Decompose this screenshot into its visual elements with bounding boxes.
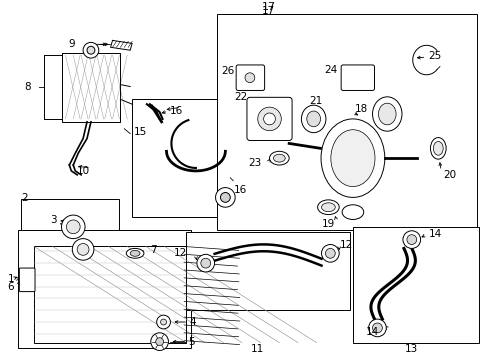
Circle shape [156,315,170,329]
Ellipse shape [273,154,285,162]
Circle shape [77,243,89,255]
Circle shape [201,258,210,268]
Text: 25: 25 [427,51,441,61]
Ellipse shape [306,111,320,127]
Circle shape [197,254,214,272]
Ellipse shape [372,97,401,131]
Text: 11: 11 [251,345,264,355]
Circle shape [215,188,235,207]
Text: 1: 1 [7,274,14,284]
FancyBboxPatch shape [19,268,35,292]
Bar [216,14,476,230]
Bar [34,247,186,343]
Ellipse shape [342,205,363,220]
Text: 26: 26 [221,66,234,76]
Circle shape [368,319,386,337]
Circle shape [321,244,339,262]
Text: 7: 7 [149,246,156,255]
Ellipse shape [321,119,384,197]
Ellipse shape [321,203,335,212]
Polygon shape [61,53,120,122]
Text: 17: 17 [261,2,275,12]
Ellipse shape [130,251,140,256]
Text: 16: 16 [234,185,247,194]
FancyBboxPatch shape [341,65,374,90]
Circle shape [83,42,99,58]
Text: 18: 18 [354,104,367,114]
Ellipse shape [269,151,288,165]
Circle shape [257,107,281,131]
Text: 3: 3 [50,215,57,225]
Bar [21,199,119,278]
Text: 10: 10 [77,166,90,176]
Ellipse shape [330,130,374,186]
Polygon shape [110,40,132,50]
Ellipse shape [317,200,339,215]
Circle shape [160,319,166,325]
Ellipse shape [429,138,445,159]
FancyBboxPatch shape [246,97,291,140]
Ellipse shape [126,248,143,258]
Bar [352,227,478,343]
Circle shape [150,333,168,351]
Text: 23: 23 [248,158,261,168]
Text: 13: 13 [405,345,418,355]
Text: 4: 4 [189,317,195,327]
Circle shape [155,338,163,346]
FancyBboxPatch shape [236,65,264,90]
Text: 19: 19 [321,219,334,229]
Text: 14: 14 [366,327,379,337]
Text: 14: 14 [427,229,441,239]
Text: 20: 20 [442,170,455,180]
Text: 15: 15 [134,127,147,137]
Text: 8: 8 [24,81,31,91]
Text: 2: 2 [21,193,28,203]
Text: 21: 21 [308,96,322,106]
Circle shape [61,215,85,239]
Text: 16: 16 [169,106,183,116]
Circle shape [72,239,94,260]
Circle shape [402,231,420,248]
Text: 22: 22 [234,92,247,102]
Circle shape [406,235,416,244]
Circle shape [263,113,275,125]
Text: 12: 12 [340,239,353,249]
Circle shape [87,46,95,54]
Ellipse shape [378,103,395,125]
Text: 17: 17 [262,6,275,16]
Bar [132,99,249,217]
Text: 9: 9 [68,39,75,49]
Circle shape [66,220,80,234]
Circle shape [372,323,382,333]
Ellipse shape [432,141,442,155]
Text: 5: 5 [188,337,194,347]
Circle shape [220,193,230,202]
Text: 6: 6 [7,282,14,292]
Circle shape [244,73,254,82]
Text: 12: 12 [174,248,187,258]
Circle shape [325,248,335,258]
Text: 24: 24 [324,65,337,75]
Bar [18,230,191,347]
Ellipse shape [301,105,325,132]
Bar [186,232,349,310]
